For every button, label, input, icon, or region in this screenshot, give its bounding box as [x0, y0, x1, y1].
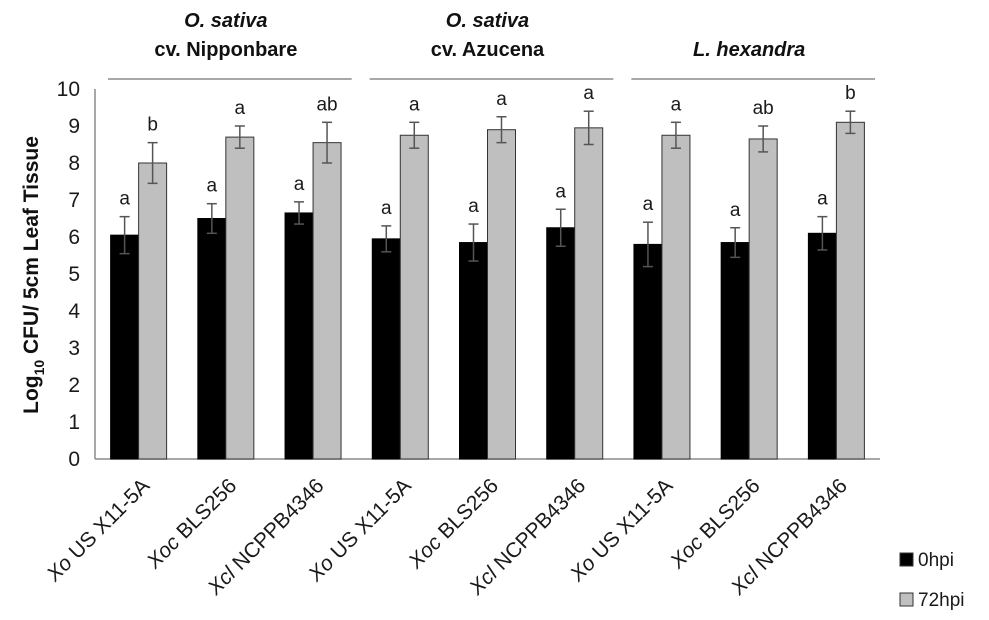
y-axis-label-post: CFU/ 5cm Leaf Tissue: [20, 136, 43, 360]
significance-letter: ab: [316, 94, 337, 115]
bar-72hpi: [487, 129, 516, 460]
group-title: O. sativa: [184, 10, 267, 32]
y-tick-label: 5: [68, 263, 80, 286]
error-bar: [730, 227, 741, 259]
legend: 0hpi 72hpi: [899, 550, 965, 611]
legend-label-0hpi: 0hpi: [918, 550, 954, 571]
y-tick-label: 4: [68, 300, 80, 323]
bar-0hpi: [284, 212, 314, 460]
bar-72hpi: [312, 142, 342, 460]
legend-label-72hpi: 72hpi: [918, 590, 965, 611]
y-axis-label: Log10 CFU/ 5cm Leaf Tissue: [20, 136, 47, 414]
error-bar: [583, 110, 594, 146]
significance-letter: a: [555, 181, 566, 202]
error-bar: [845, 110, 856, 135]
significance-letter: a: [496, 89, 507, 110]
category-label-rest: US X11-5A: [61, 474, 155, 568]
bar-0hpi: [197, 218, 227, 460]
error-bar: [147, 141, 158, 185]
y-tick-label: 1: [68, 411, 80, 434]
category-label-rest: US X11-5A: [322, 474, 416, 568]
significance-letter: a: [119, 189, 130, 210]
error-bar: [409, 121, 420, 149]
significance-letter: b: [147, 115, 158, 136]
bar-72hpi: [661, 134, 691, 460]
y-tick-label: 8: [68, 152, 80, 175]
significance-letter: a: [730, 200, 741, 221]
significance-letter: ab: [753, 98, 774, 119]
bar-72hpi: [574, 127, 604, 460]
significance-letter: a: [409, 94, 420, 115]
y-tick-label: 9: [68, 115, 80, 138]
group-title: L. hexandra: [693, 39, 805, 61]
group-title: O. sativa: [446, 10, 529, 32]
y-axis-label-sub: 10: [31, 360, 47, 376]
y-tick-label: 10: [57, 78, 80, 101]
bar-72hpi: [138, 162, 168, 460]
significance-letter: a: [294, 174, 305, 195]
category-label-rest: BLS256: [168, 474, 241, 547]
significance-letter: a: [643, 194, 654, 215]
error-bar: [206, 202, 217, 235]
category-label-rest: BLS256: [430, 474, 503, 547]
significance-letter: a: [817, 189, 828, 210]
bar-72hpi: [748, 138, 778, 460]
error-bar: [468, 223, 479, 262]
significance-letter: a: [381, 198, 392, 219]
y-tick-label: 6: [68, 226, 80, 249]
error-bar: [817, 215, 828, 251]
bar-0hpi: [546, 227, 576, 460]
group-subtitle: cv. Azucena: [431, 39, 545, 61]
bar-0hpi: [720, 242, 750, 460]
error-bar: [322, 121, 333, 164]
category-label-rest: US X11-5A: [584, 474, 678, 568]
error-bar: [381, 225, 392, 253]
bar-0hpi: [371, 238, 401, 460]
y-axis-label-pre: Log: [20, 375, 43, 413]
significance-letter: a: [583, 83, 594, 104]
legend-swatch-0hpi: [899, 552, 914, 567]
bar-72hpi: [399, 134, 429, 460]
bars: [110, 110, 865, 460]
category-label: Xo US X11-5A: [42, 474, 154, 586]
legend-swatch-72hpi: [899, 592, 914, 607]
y-tick-label: 3: [68, 337, 80, 360]
significance-letter: a: [235, 98, 246, 119]
significance-letter: a: [671, 94, 682, 115]
bar-0hpi: [459, 242, 488, 460]
significance-letter: b: [845, 83, 856, 104]
significance-letter: a: [207, 176, 218, 197]
category-label-rest: BLS256: [691, 474, 764, 547]
error-bar: [758, 125, 769, 153]
group-subtitle: cv. Nipponbare: [154, 39, 297, 61]
error-bar: [642, 221, 653, 268]
bar-0hpi: [633, 243, 663, 460]
error-bar: [555, 208, 566, 247]
y-tick-label: 2: [68, 374, 80, 397]
bar-72hpi: [225, 136, 255, 460]
y-tick-label: 0: [68, 448, 80, 471]
bar-72hpi: [835, 121, 865, 460]
error-bar: [234, 125, 245, 149]
error-bar: [294, 201, 305, 225]
error-bar: [119, 215, 130, 255]
error-bar: [496, 116, 507, 144]
bar-0hpi: [807, 232, 837, 460]
bar-0hpi: [110, 234, 140, 460]
significance-letter: a: [468, 196, 479, 217]
error-bar: [670, 121, 681, 149]
y-tick-label: 7: [68, 189, 80, 212]
